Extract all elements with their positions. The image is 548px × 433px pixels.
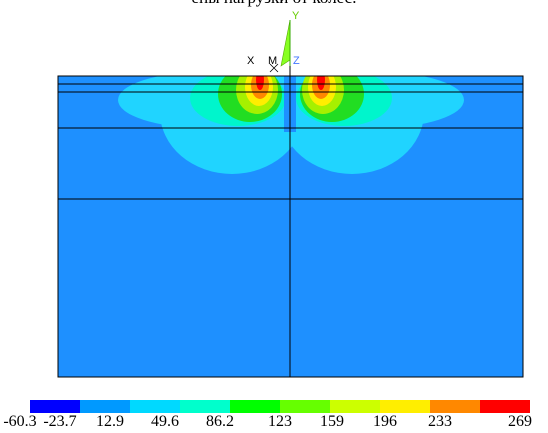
legend-value-label: 123 — [268, 413, 292, 430]
layer-boundaries — [57, 62, 524, 378]
coordinate-triad: Y X M Z — [247, 10, 300, 73]
legend-swatch — [80, 400, 130, 413]
legend-swatch — [130, 400, 180, 413]
color-legend-labels: -60.3 -23.7 12.9 49.6 86.2 123 159 196 233 269 — [0, 413, 548, 433]
stress-contour-plot: Y X M Z — [57, 10, 524, 378]
legend-swatch — [330, 400, 380, 413]
legend-value-label: 196 — [373, 413, 397, 430]
legend-swatch — [230, 400, 280, 413]
legend-value-label: 12.9 — [96, 413, 124, 430]
legend-swatch — [480, 400, 530, 413]
legend-value-label: 159 — [320, 413, 344, 430]
legend-swatch — [430, 400, 480, 413]
legend-value-label: 86.2 — [206, 413, 234, 430]
legend-value-label: 233 — [428, 413, 452, 430]
triad-label-z: Z — [293, 55, 300, 67]
legend-value-label: -23.7 — [43, 413, 77, 430]
figure-caption: ены нагрузки от колес. — [0, 0, 548, 8]
legend-value-label: -60.3 — [3, 413, 37, 430]
legend-swatch — [30, 400, 80, 413]
triad-label-x: X — [247, 55, 255, 67]
y-axis-arrow — [280, 19, 291, 67]
contour-bands — [118, 76, 464, 174]
legend-swatch — [380, 400, 430, 413]
legend-value-label: 49.6 — [151, 413, 179, 430]
legend-value-label: 269 — [508, 413, 532, 430]
legend-swatch — [280, 400, 330, 413]
triad-label-y: Y — [292, 10, 300, 22]
triad-label-m: M — [268, 55, 277, 67]
triad-cross-mark — [269, 63, 279, 73]
color-legend-bar — [30, 400, 530, 413]
legend-swatch — [180, 400, 230, 413]
